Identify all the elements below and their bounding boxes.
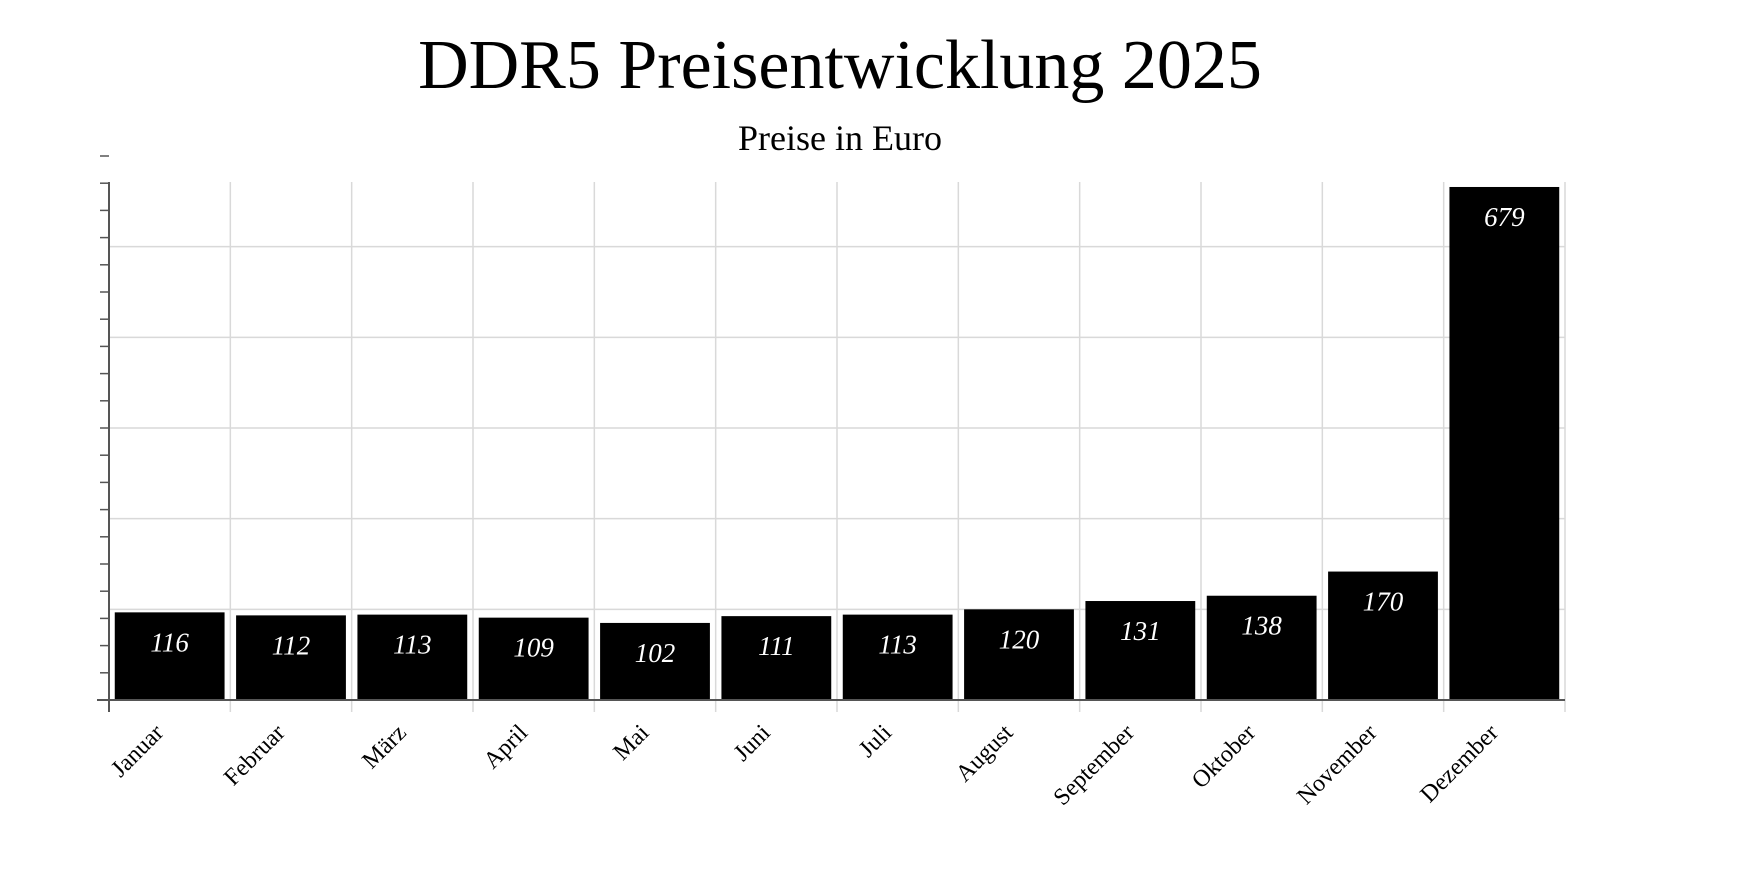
bar-value-label: 679 — [1484, 202, 1525, 232]
bar — [357, 614, 468, 700]
data-labels: 116 112 113 109 102 111 113 120 131 138 170 679 — [150, 202, 1525, 668]
bars — [114, 186, 1560, 700]
axes — [97, 155, 1565, 712]
grid-lines — [109, 182, 1566, 712]
bar — [964, 609, 1074, 700]
bar-value-label: 116 — [150, 627, 189, 657]
bar-value-label: 131 — [1120, 616, 1161, 646]
chart-title: DDR5 Preisentwicklung 2025 — [418, 27, 1262, 104]
x-tick-labels: Januar Februar März April Mai Juni Juli August S… — [106, 720, 1503, 811]
bar — [1206, 595, 1317, 700]
bar-value-label: 138 — [1241, 611, 1282, 641]
bar-value-label: 109 — [513, 633, 554, 663]
bar — [478, 617, 589, 700]
x-tick-label: März — [358, 720, 412, 774]
x-tick-label: Januar — [106, 720, 169, 783]
x-tick-label: Mai — [609, 720, 655, 766]
x-tick-label: April — [479, 720, 533, 774]
x-tick-label: Dezember — [1416, 720, 1504, 808]
bar — [1328, 571, 1438, 700]
bar-value-label: 102 — [635, 638, 676, 668]
bar-value-label: 112 — [272, 630, 311, 660]
x-tick-label: September — [1049, 720, 1140, 811]
x-tick-label: Oktober — [1187, 720, 1261, 794]
bar — [236, 615, 346, 700]
bar — [1449, 186, 1560, 700]
bar-value-label: 113 — [393, 630, 432, 660]
bar-value-label: 113 — [878, 630, 917, 660]
bar-value-label: 111 — [758, 631, 795, 661]
x-tick-label: November — [1292, 720, 1382, 810]
bar — [600, 622, 710, 700]
bar — [842, 614, 953, 700]
bar-value-label: 120 — [999, 624, 1040, 654]
bar — [721, 616, 832, 700]
x-tick-label: August — [951, 720, 1019, 788]
x-tick-label: Juni — [729, 720, 776, 767]
x-tick-label: Juli — [854, 720, 897, 763]
bar — [114, 612, 225, 700]
bar-value-label: 170 — [1363, 587, 1404, 617]
bar — [1085, 601, 1196, 700]
chart-subtitle: Preise in Euro — [738, 118, 942, 158]
x-tick-label: Februar — [219, 720, 290, 791]
